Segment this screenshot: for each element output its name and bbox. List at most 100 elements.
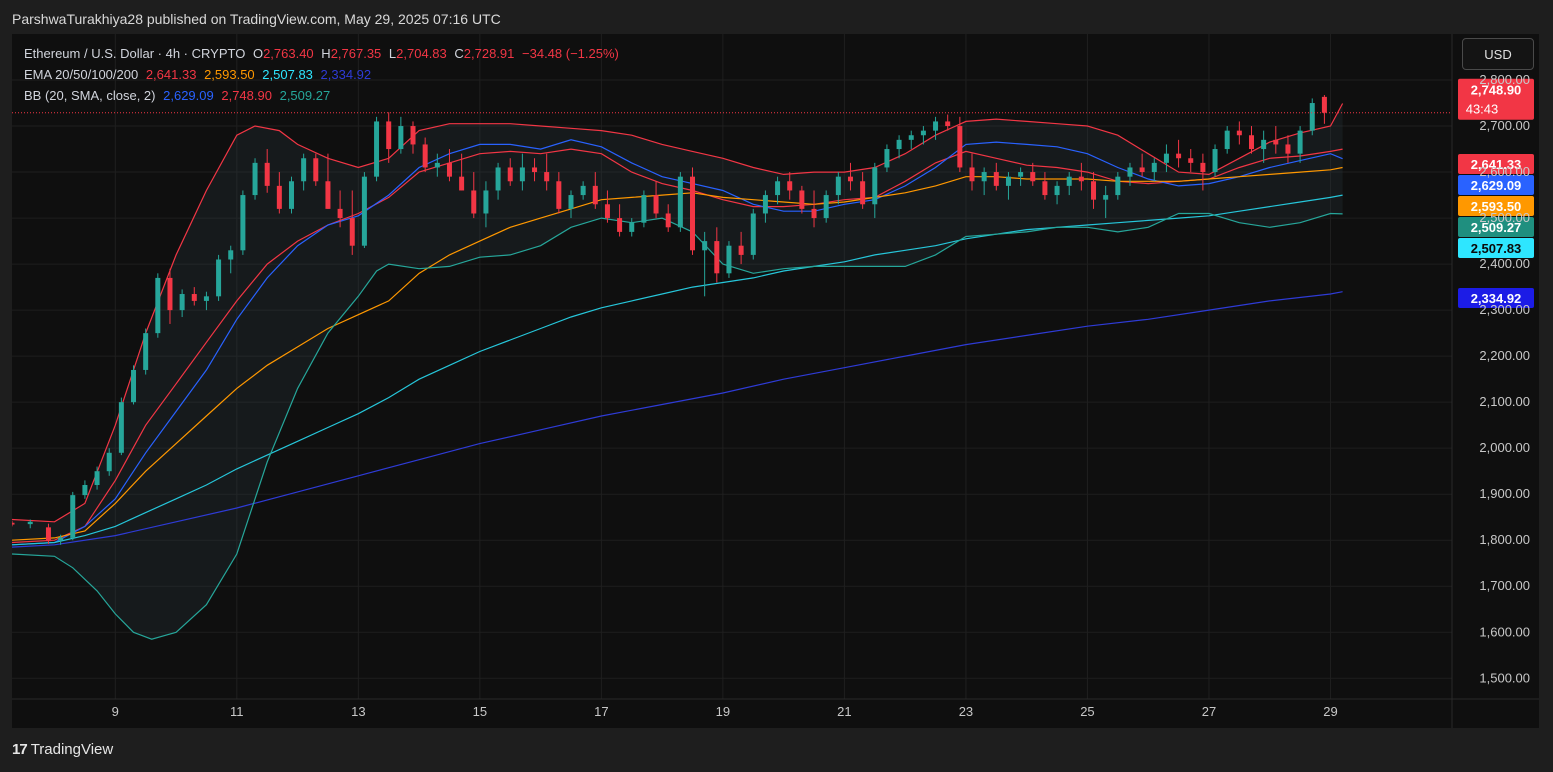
candle[interactable] — [386, 112, 392, 163]
candle[interactable] — [617, 204, 623, 237]
candle[interactable] — [823, 190, 829, 223]
candle[interactable] — [957, 116, 963, 173]
candle[interactable] — [1309, 98, 1315, 136]
ema100-tag[interactable] — [1458, 238, 1534, 258]
candle[interactable] — [434, 153, 440, 177]
candle[interactable] — [750, 208, 756, 260]
candle[interactable] — [1139, 153, 1145, 177]
bb-basis-tag[interactable] — [1458, 175, 1534, 195]
candle[interactable] — [264, 149, 270, 193]
candle[interactable] — [1042, 172, 1048, 200]
ema20-tag[interactable] — [1458, 154, 1534, 174]
candle[interactable] — [313, 153, 319, 186]
candle[interactable] — [94, 466, 100, 490]
candle[interactable] — [361, 172, 367, 248]
candle[interactable] — [799, 185, 805, 214]
candle[interactable] — [143, 328, 149, 375]
candle[interactable] — [106, 448, 112, 476]
candle[interactable] — [288, 176, 294, 214]
candle[interactable] — [228, 245, 234, 274]
candle[interactable] — [981, 167, 987, 196]
candle[interactable] — [70, 491, 76, 541]
candle[interactable] — [337, 190, 343, 228]
candle[interactable] — [240, 190, 246, 255]
candle[interactable] — [847, 162, 853, 191]
candle[interactable] — [325, 153, 331, 209]
symbol-title[interactable]: Ethereum / U.S. Dollar · 4h · CRYPTO — [24, 46, 246, 61]
candle[interactable] — [1200, 153, 1206, 191]
candle[interactable] — [422, 137, 428, 173]
candle[interactable] — [835, 172, 841, 205]
candle[interactable] — [1176, 139, 1182, 168]
candle[interactable] — [787, 172, 793, 200]
candle[interactable] — [1321, 95, 1327, 124]
candle[interactable] — [1188, 149, 1194, 173]
candle[interactable] — [580, 181, 586, 200]
candle[interactable] — [519, 153, 525, 191]
candle[interactable] — [629, 218, 635, 237]
candle[interactable] — [471, 172, 477, 219]
candle[interactable] — [118, 397, 124, 456]
ema-label[interactable]: EMA 20/50/100/200 — [24, 67, 139, 82]
price-chart[interactable]: 2,748.9043:432,641.332,629.092,593.502,5… — [12, 34, 1539, 728]
candle[interactable] — [568, 190, 574, 219]
candle[interactable] — [410, 121, 416, 154]
candle[interactable] — [179, 289, 185, 318]
bb-lower-tag[interactable] — [1458, 217, 1534, 237]
candle[interactable] — [775, 176, 781, 205]
candle[interactable] — [398, 116, 404, 154]
candle[interactable] — [1236, 121, 1242, 145]
candle[interactable] — [374, 116, 380, 182]
candle[interactable] — [969, 153, 975, 191]
candle[interactable] — [665, 204, 671, 232]
bb-label[interactable]: BB (20, SMA, close, 2) — [24, 88, 156, 103]
candle[interactable] — [738, 231, 744, 265]
candle[interactable] — [495, 162, 501, 200]
candle[interactable] — [532, 158, 538, 182]
candle[interactable] — [604, 190, 610, 223]
candle[interactable] — [872, 162, 878, 219]
line-bb-upper[interactable] — [12, 103, 1344, 523]
line-ema100[interactable] — [12, 194, 1343, 546]
candle[interactable] — [592, 172, 598, 209]
candle[interactable] — [27, 519, 33, 529]
candle[interactable] — [1103, 185, 1109, 219]
candle[interactable] — [1078, 162, 1084, 191]
candle[interactable] — [276, 172, 282, 214]
candle[interactable] — [811, 190, 817, 228]
candle[interactable] — [167, 268, 173, 324]
candle[interactable] — [203, 291, 209, 311]
candle[interactable] — [908, 130, 914, 150]
candle[interactable] — [1115, 172, 1121, 200]
candle[interactable] — [216, 254, 222, 301]
candle[interactable] — [131, 365, 137, 405]
candle[interactable] — [896, 135, 902, 159]
candle[interactable] — [1212, 144, 1218, 177]
candle[interactable] — [1248, 126, 1254, 154]
candle[interactable] — [1151, 158, 1157, 182]
candle[interactable] — [1163, 144, 1169, 173]
candle[interactable] — [1066, 172, 1072, 196]
candle[interactable] — [556, 172, 562, 214]
candle[interactable] — [1224, 126, 1230, 154]
candle[interactable] — [1297, 126, 1303, 163]
candle[interactable] — [544, 153, 550, 191]
line-ema200[interactable] — [12, 291, 1343, 548]
candle[interactable] — [1091, 172, 1097, 209]
candle[interactable] — [762, 190, 768, 223]
candle[interactable] — [1261, 130, 1267, 163]
candle[interactable] — [459, 153, 465, 191]
candle[interactable] — [702, 231, 708, 297]
candle[interactable] — [155, 273, 161, 338]
tradingview-logo[interactable]: 17 TradingView — [12, 741, 113, 758]
candle[interactable] — [653, 181, 659, 219]
candle[interactable] — [860, 172, 866, 209]
candle[interactable] — [446, 149, 452, 182]
candle[interactable] — [945, 114, 951, 131]
candle[interactable] — [1030, 162, 1036, 186]
ema200-tag[interactable] — [1458, 288, 1534, 308]
candle[interactable] — [641, 190, 647, 228]
candle[interactable] — [933, 116, 939, 140]
candle[interactable] — [714, 227, 720, 283]
candle[interactable] — [920, 126, 926, 145]
